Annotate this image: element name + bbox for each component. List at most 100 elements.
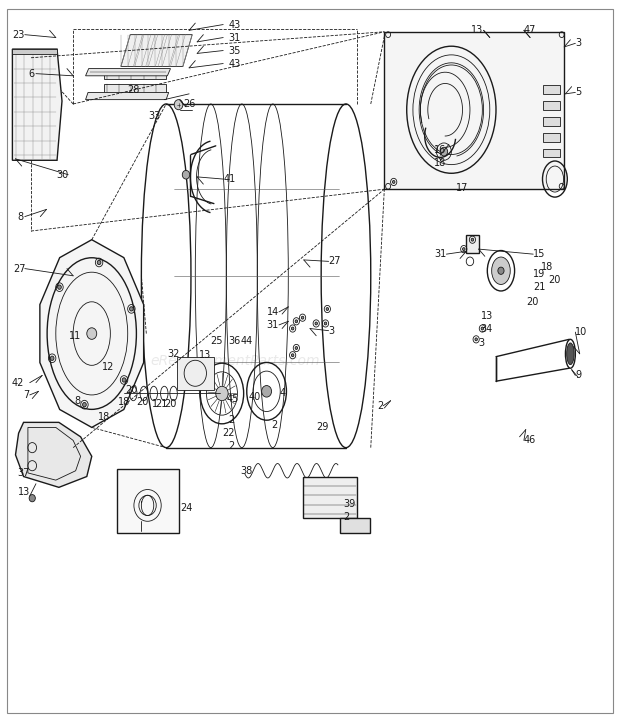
Circle shape: [262, 386, 272, 397]
Circle shape: [481, 327, 484, 330]
Text: 13: 13: [471, 25, 484, 35]
Circle shape: [392, 180, 395, 183]
Text: 31: 31: [267, 320, 279, 330]
Text: 2: 2: [377, 401, 383, 411]
Polygon shape: [40, 240, 144, 427]
Text: 17: 17: [456, 183, 468, 193]
Text: 25: 25: [211, 336, 223, 346]
Text: 26: 26: [183, 99, 195, 109]
Text: 27: 27: [14, 264, 26, 274]
Polygon shape: [16, 422, 92, 487]
Bar: [542, 149, 560, 157]
Text: 21: 21: [155, 399, 167, 409]
Ellipse shape: [567, 343, 574, 365]
Text: 31: 31: [228, 32, 241, 43]
Text: 39: 39: [343, 499, 356, 509]
Text: 36: 36: [228, 336, 241, 346]
Text: 43: 43: [228, 58, 241, 69]
Bar: [117, 469, 179, 533]
Text: 8: 8: [17, 212, 24, 222]
Text: 22: 22: [222, 428, 234, 438]
Text: 40: 40: [248, 392, 260, 402]
Circle shape: [174, 100, 183, 110]
Circle shape: [324, 322, 327, 325]
Text: 24: 24: [180, 503, 192, 513]
Polygon shape: [121, 35, 192, 66]
Bar: [104, 69, 166, 79]
Bar: [104, 84, 166, 95]
Text: 33: 33: [149, 110, 161, 121]
Circle shape: [97, 261, 101, 265]
Text: 37: 37: [17, 468, 30, 478]
Circle shape: [291, 354, 294, 357]
Text: 2: 2: [228, 441, 234, 451]
Text: 16: 16: [434, 145, 446, 155]
Ellipse shape: [492, 257, 510, 284]
Text: 46: 46: [524, 435, 536, 445]
Bar: [542, 133, 560, 142]
Text: 38: 38: [241, 466, 253, 476]
Bar: [542, 117, 560, 126]
Text: 3: 3: [329, 326, 335, 336]
Text: 20: 20: [526, 297, 538, 307]
Bar: [177, 357, 214, 390]
Text: 18: 18: [434, 158, 446, 168]
Polygon shape: [86, 92, 169, 100]
Bar: [340, 518, 370, 533]
Bar: [303, 477, 357, 518]
Circle shape: [58, 285, 61, 290]
Circle shape: [471, 238, 474, 241]
Text: 47: 47: [524, 25, 536, 35]
Text: 14: 14: [267, 307, 279, 317]
Circle shape: [87, 328, 97, 339]
Text: 43: 43: [228, 19, 241, 30]
Text: 20: 20: [164, 399, 177, 409]
Circle shape: [182, 170, 190, 179]
Circle shape: [291, 327, 294, 330]
Text: 6: 6: [28, 69, 34, 79]
Text: 42: 42: [11, 378, 24, 388]
Text: 20: 20: [136, 397, 149, 407]
Text: 11: 11: [69, 331, 82, 341]
Text: 2: 2: [272, 419, 278, 430]
Bar: [542, 85, 560, 94]
Circle shape: [498, 267, 504, 274]
Circle shape: [216, 386, 228, 401]
Circle shape: [295, 347, 298, 349]
Bar: [12, 49, 57, 54]
Circle shape: [315, 322, 317, 325]
Text: 5: 5: [575, 87, 582, 97]
Bar: [542, 101, 560, 110]
Text: 7: 7: [24, 390, 30, 400]
Text: 35: 35: [228, 45, 241, 56]
Text: 44: 44: [241, 336, 253, 346]
Circle shape: [301, 316, 304, 319]
Text: 4: 4: [279, 388, 285, 399]
Text: 30: 30: [56, 170, 68, 180]
Text: 1: 1: [152, 399, 158, 409]
Circle shape: [29, 495, 35, 502]
Text: 15: 15: [533, 249, 546, 259]
Text: 13: 13: [480, 311, 493, 321]
Circle shape: [475, 338, 477, 341]
Text: 19: 19: [533, 269, 546, 279]
Text: 34: 34: [480, 324, 493, 334]
Circle shape: [440, 147, 448, 156]
Text: 18: 18: [98, 412, 110, 422]
Polygon shape: [86, 69, 170, 76]
Text: 3: 3: [479, 338, 485, 348]
Text: 3: 3: [575, 38, 582, 48]
Circle shape: [295, 320, 298, 323]
Text: 13: 13: [198, 350, 211, 360]
Text: 23: 23: [12, 30, 25, 40]
Text: 21: 21: [533, 282, 546, 292]
Text: 2: 2: [343, 512, 350, 522]
Text: 31: 31: [434, 249, 446, 259]
Text: 20: 20: [125, 385, 138, 395]
Text: 10: 10: [575, 327, 588, 337]
Bar: [384, 32, 564, 189]
Text: 32: 32: [167, 349, 180, 359]
Circle shape: [50, 356, 54, 360]
Text: eReplacementParts.com: eReplacementParts.com: [151, 354, 321, 368]
Text: 18: 18: [118, 397, 130, 407]
